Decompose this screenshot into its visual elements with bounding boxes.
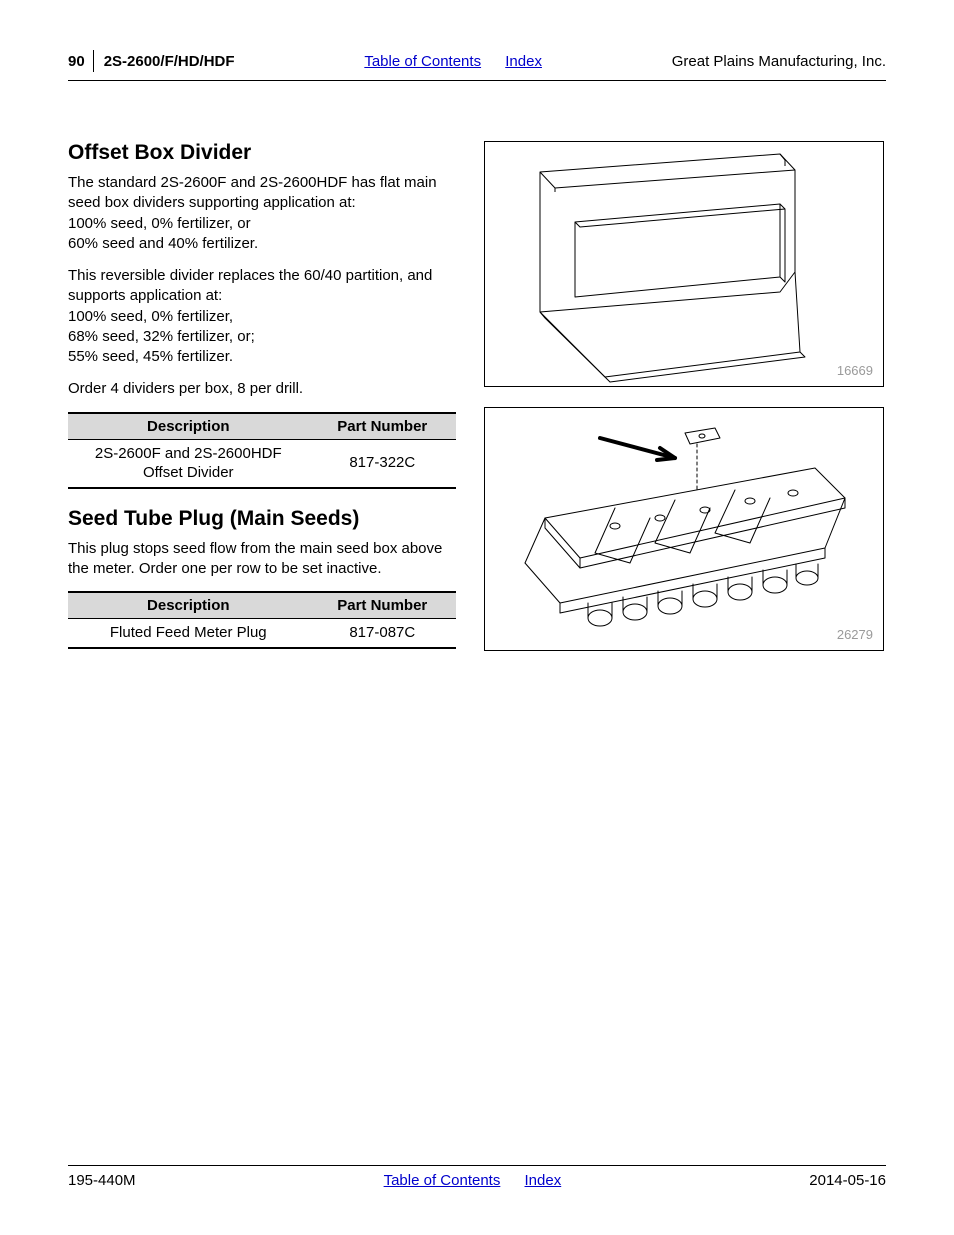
footer-toc-link[interactable]: Table of Contents (384, 1172, 501, 1189)
table-row: 2S-2600F and 2S-2600HDF Offset Divider 8… (68, 439, 456, 488)
col-partnumber: Part Number (309, 592, 456, 619)
page-container: 90 2S-2600/F/HD/HDF Table of Contents In… (0, 0, 954, 1235)
text-line: The standard 2S-2600F and 2S-2600HDF has… (68, 173, 456, 214)
text-line: 55% seed, 45% fertilizer. (68, 347, 456, 367)
text-line: 60% seed and 40% fertilizer. (68, 234, 456, 254)
index-link[interactable]: Index (505, 53, 542, 70)
cell-line: Offset Divider (143, 464, 234, 481)
cell-line: 2S-2600F and 2S-2600HDF (95, 445, 282, 462)
col-description: Description (68, 413, 309, 440)
col-partnumber: Part Number (309, 413, 456, 440)
divider-illustration (485, 142, 883, 386)
figure-1: 16669 (484, 141, 884, 387)
table-header-row: Description Part Number (68, 592, 456, 619)
header-divider (93, 50, 94, 72)
cell-partnumber: 817-322C (309, 439, 456, 488)
section1-table: Description Part Number 2S-2600F and 2S-… (68, 412, 456, 489)
header-nav: Table of Contents Index (235, 53, 672, 70)
left-column: Offset Box Divider The standard 2S-2600F… (68, 141, 456, 671)
doc-id: 195-440M (68, 1172, 136, 1189)
doc-date: 2014-05-16 (809, 1172, 886, 1189)
model-label: 2S-2600/F/HD/HDF (104, 53, 235, 70)
section1-title: Offset Box Divider (68, 141, 456, 165)
section1-para2: This reversible divider replaces the 60/… (68, 266, 456, 367)
table-row: Fluted Feed Meter Plug 817-087C (68, 619, 456, 648)
figure-id: 16669 (837, 363, 873, 378)
cell-description: Fluted Feed Meter Plug (68, 619, 309, 648)
footer-nav: Table of Contents Index (136, 1172, 810, 1189)
figure-id: 26279 (837, 627, 873, 642)
text-line: 68% seed, 32% fertilizer, or; (68, 327, 456, 347)
page-number: 90 (68, 53, 85, 70)
text-line: 100% seed, 0% fertilizer, (68, 307, 456, 327)
text-line: This reversible divider replaces the 60/… (68, 266, 456, 307)
section2-para1: This plug stops seed flow from the main … (68, 539, 456, 580)
cell-partnumber: 817-087C (309, 619, 456, 648)
section2-title: Seed Tube Plug (Main Seeds) (68, 507, 456, 531)
section1-para1: The standard 2S-2600F and 2S-2600HDF has… (68, 173, 456, 254)
header-rule (68, 80, 886, 81)
table-header-row: Description Part Number (68, 413, 456, 440)
page-footer: 195-440M Table of Contents Index 2014-05… (68, 1165, 886, 1189)
col-description: Description (68, 592, 309, 619)
section2-table: Description Part Number Fluted Feed Mete… (68, 591, 456, 649)
company-name: Great Plains Manufacturing, Inc. (672, 53, 886, 70)
cell-description: 2S-2600F and 2S-2600HDF Offset Divider (68, 439, 309, 488)
page-header: 90 2S-2600/F/HD/HDF Table of Contents In… (68, 50, 886, 78)
seedbox-illustration (485, 408, 883, 650)
section1-para3: Order 4 dividers per box, 8 per drill. (68, 379, 456, 399)
footer-index-link[interactable]: Index (525, 1172, 562, 1189)
figure-2: 26279 (484, 407, 884, 651)
content-area: Offset Box Divider The standard 2S-2600F… (68, 141, 886, 671)
text-line: 100% seed, 0% fertilizer, or (68, 214, 456, 234)
toc-link[interactable]: Table of Contents (364, 53, 481, 70)
right-column: 16669 (484, 141, 886, 671)
